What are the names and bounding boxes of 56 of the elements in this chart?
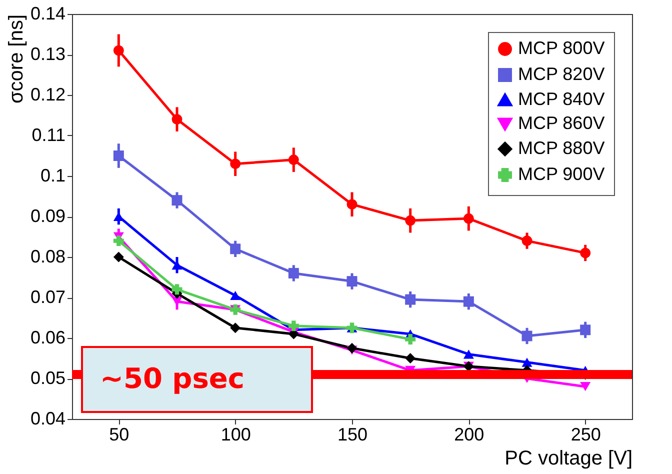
y-tick-label: 0.05 bbox=[30, 368, 66, 388]
legend-label: MCP 900V bbox=[518, 164, 605, 184]
y-tick-label: 0.07 bbox=[30, 287, 66, 307]
point bbox=[463, 350, 474, 359]
point bbox=[580, 382, 591, 392]
point bbox=[346, 342, 358, 354]
point bbox=[230, 244, 241, 254]
point bbox=[113, 45, 124, 56]
x-tick-label: 100 bbox=[220, 424, 251, 444]
y-axis-title: σcore [ns] bbox=[5, 14, 28, 104]
y-tick-label: 0.12 bbox=[30, 84, 66, 104]
point bbox=[522, 330, 532, 342]
ref-line-label: ~50 psec bbox=[100, 362, 244, 395]
y-tick-label: 0.09 bbox=[30, 206, 66, 226]
point bbox=[230, 290, 241, 300]
point bbox=[230, 158, 241, 170]
y-tick-label: 0.1 bbox=[40, 166, 66, 186]
point bbox=[405, 334, 416, 344]
legend-label: MCP 860V bbox=[518, 113, 605, 133]
point bbox=[172, 195, 182, 206]
point bbox=[113, 252, 124, 262]
y-tick-label: 0.06 bbox=[30, 328, 66, 348]
point bbox=[113, 150, 124, 161]
y-tick-label: 0.04 bbox=[30, 408, 66, 428]
point bbox=[230, 322, 241, 334]
legend-label: MCP 840V bbox=[518, 89, 605, 109]
point bbox=[522, 236, 532, 246]
y-tick-label: 0.13 bbox=[30, 44, 66, 64]
point bbox=[522, 358, 532, 367]
y-tick-label: 0.11 bbox=[32, 125, 66, 145]
y-tick-label: 0.14 bbox=[30, 4, 66, 24]
x-tick-label: 150 bbox=[337, 424, 368, 444]
legend-label: MCP 820V bbox=[518, 64, 605, 84]
legend-label: MCP 800V bbox=[518, 38, 605, 58]
point bbox=[405, 294, 416, 305]
x-axis-title: PC voltage [V] bbox=[504, 448, 632, 470]
point bbox=[346, 276, 358, 287]
point bbox=[580, 324, 591, 336]
point bbox=[346, 199, 358, 210]
point bbox=[288, 268, 299, 278]
point bbox=[113, 236, 124, 246]
point bbox=[288, 154, 299, 166]
point bbox=[405, 353, 416, 364]
legend-label: MCP 880V bbox=[518, 138, 605, 158]
point bbox=[172, 114, 182, 125]
x-tick-label: 250 bbox=[570, 424, 601, 444]
point bbox=[172, 284, 182, 295]
point bbox=[580, 248, 591, 258]
point bbox=[463, 296, 474, 307]
x-tick-label: 50 bbox=[109, 424, 130, 444]
point bbox=[288, 320, 299, 332]
point bbox=[172, 260, 182, 270]
point bbox=[405, 215, 416, 226]
y-tick-label: 0.08 bbox=[30, 246, 66, 266]
x-tick-label: 200 bbox=[454, 424, 484, 444]
point bbox=[463, 213, 474, 224]
